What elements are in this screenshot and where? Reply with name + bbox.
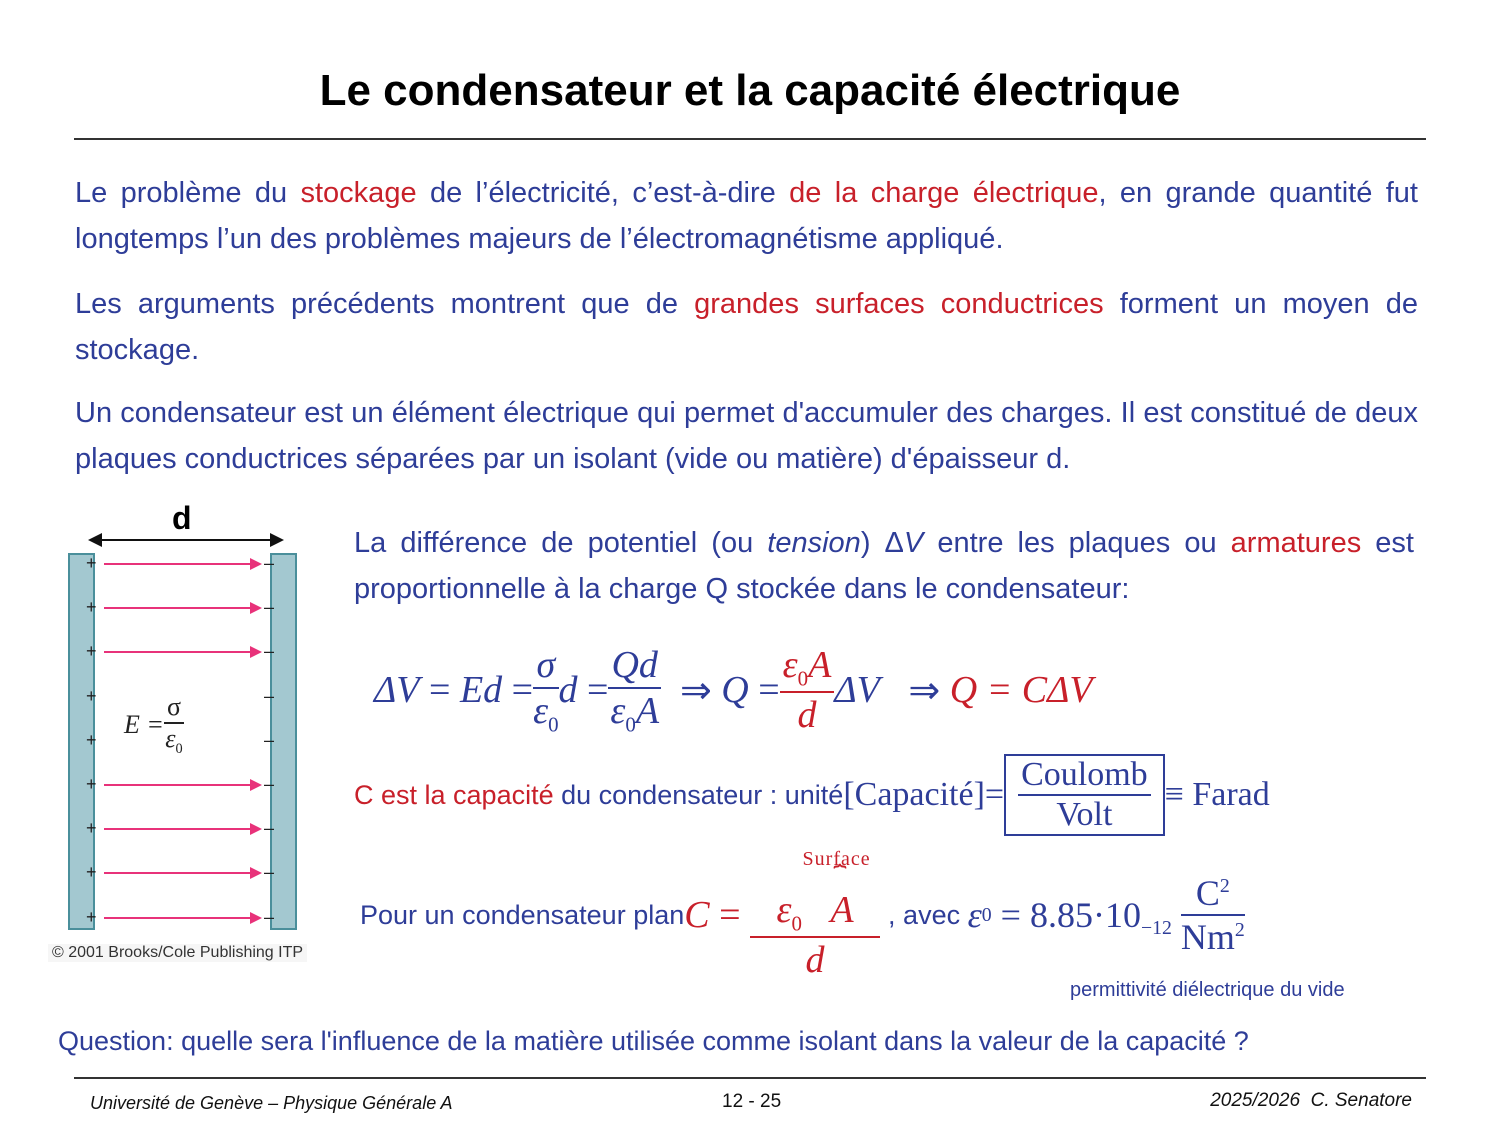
- title-divider: [74, 138, 1426, 140]
- minus-charge: –: [264, 553, 275, 573]
- minus-charge: –: [264, 818, 275, 839]
- field-line-arrow: [104, 823, 262, 836]
- plus-charge: +: [86, 729, 97, 750]
- distance-label: d: [172, 500, 192, 536]
- minus-charge: –: [264, 862, 275, 883]
- plus-charge: +: [86, 818, 97, 839]
- permittivity-note: permittivité diélectrique du vide: [1070, 979, 1345, 1001]
- plus-charge: +: [86, 553, 97, 573]
- field-line-arrow: [104, 867, 262, 880]
- arrow-right-head: [270, 533, 284, 547]
- minus-charge: –: [264, 597, 275, 618]
- paragraph-definition: Un condensateur est un élément électriqu…: [75, 397, 1418, 475]
- field-line-arrow: [104, 558, 262, 570]
- positive-plate: [68, 553, 95, 930]
- field-line-arrow: [104, 602, 262, 615]
- distance-arrow: [98, 539, 274, 541]
- plus-charge: +: [86, 641, 97, 662]
- arrow-left-head: [88, 533, 102, 547]
- minus-charge: –: [264, 774, 275, 794]
- field-formula: E = σ ε0: [124, 692, 184, 758]
- capacity-unit-line: C est la capacité du condensateur : unit…: [354, 745, 1270, 845]
- slide-title: Le condensateur et la capacité électriqu…: [319, 66, 1181, 115]
- field-line-arrow: [104, 779, 262, 791]
- capacitor-equation: ΔV = Ed = σ ε0 d = Qd ε0A ⇒ Q = ε0A d ΔV ⇒ Q …: [374, 643, 1093, 737]
- paragraph-surfaces: Les arguments précédents montrent que de…: [75, 288, 1419, 366]
- field-line-arrow: [104, 646, 262, 659]
- plus-charge: +: [86, 906, 97, 927]
- tension-text: La différence de potentiel (ou tension) …: [354, 527, 1414, 605]
- footer-institution: Université de Genève – Physique Générale…: [90, 1093, 453, 1113]
- plus-charge: +: [86, 597, 97, 618]
- footer-author: 2025/2026 C. Senatore: [1210, 1090, 1412, 1111]
- negative-plate: [270, 553, 297, 930]
- minus-charge: –: [264, 641, 275, 662]
- figure-credit: © 2001 Brooks/Cole Publishing ITP: [48, 944, 308, 962]
- minus-charge: –: [264, 729, 275, 750]
- minus-charge: –: [264, 685, 275, 706]
- overbrace-icon: ⏞: [833, 863, 847, 889]
- question-text: Question: quelle sera l'influence de la …: [58, 1026, 1249, 1056]
- field-line-arrow: [104, 911, 262, 924]
- plus-charge: +: [86, 685, 97, 706]
- footer-divider: [74, 1077, 1426, 1079]
- surface-annotation: Surface: [802, 847, 871, 870]
- plus-charge: +: [86, 774, 97, 794]
- page-number: 12 - 25: [722, 1091, 782, 1112]
- paragraph-storage: Le problème du stockage de l’électricité…: [75, 177, 1418, 255]
- minus-charge: –: [264, 906, 275, 927]
- plane-capacitor-line: Pour un condensateur plan C = ε0 A Surfac…: [360, 847, 1245, 982]
- plus-charge: +: [86, 862, 97, 883]
